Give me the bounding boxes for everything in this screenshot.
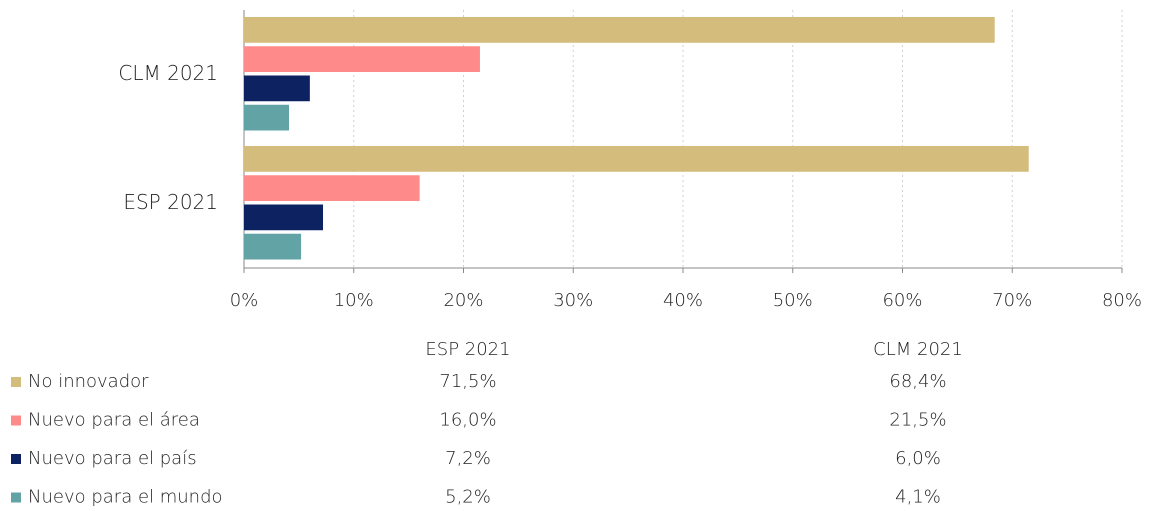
legend-swatch [11,377,21,387]
x-tick-label: 0% [230,290,259,311]
table-cell: 6,0% [895,448,941,469]
table-header: ESP 2021 [425,339,510,360]
x-tick-label: 70% [992,290,1032,311]
bar [244,46,480,72]
legend-swatch [11,492,21,503]
y-tick-label: ESP 2021 [123,190,218,214]
legend-label: Nuevo para el país [28,448,197,469]
legend-swatch [11,415,21,426]
table-cell: 5,2% [445,487,491,508]
table-cell: 16,0% [439,410,496,431]
bar [244,204,324,231]
table-header: CLM 2021 [873,339,963,360]
x-tick-label: 80% [1102,290,1142,311]
table-cell: 7,2% [445,448,491,469]
x-tick-label: 40% [663,290,703,311]
bar [244,75,310,102]
legend-label: No innovador [28,371,149,392]
x-tick-label: 50% [773,290,813,311]
bar [244,175,420,201]
x-tick-label: 60% [882,290,922,311]
legend-swatch [11,454,21,464]
legend-label: Nuevo para el mundo [28,487,223,508]
table-cell: 71,5% [439,371,496,392]
bar [244,146,1029,172]
bar [244,104,289,131]
table-cell: 21,5% [889,410,946,431]
x-tick-label: 10% [334,290,374,311]
x-tick-label: 20% [443,290,483,311]
bar [244,233,302,260]
table-cell: 4,1% [895,487,941,508]
table-cell: 68,4% [889,371,946,392]
legend-label: Nuevo para el área [28,410,200,431]
x-tick-label: 30% [553,290,593,311]
bar [244,17,995,43]
y-tick-label: CLM 2021 [118,61,218,85]
